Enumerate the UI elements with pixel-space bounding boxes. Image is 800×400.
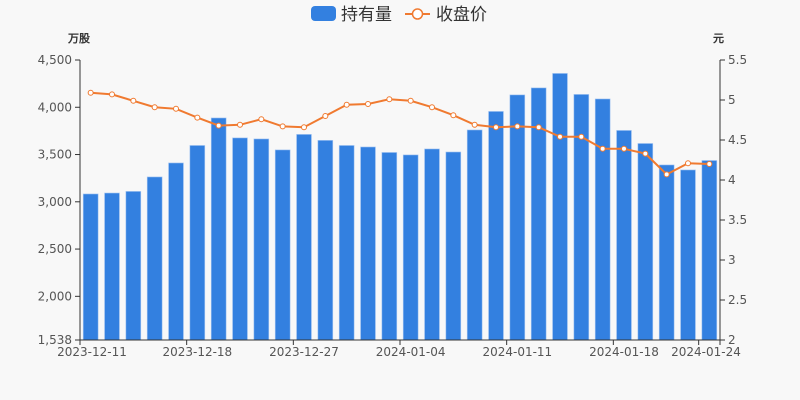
close-price-point-2023-12-29 [343,101,350,108]
left-axis-tick-label: 2,500 [38,242,72,256]
legend-label-holdings[interactable]: 持有量 [341,5,392,25]
bar-2024-01-03 [381,152,398,341]
bar-2023-12-21 [253,138,270,341]
left-axis-tick-label: 3,000 [38,195,72,209]
x-axis-tick-label: 2023-12-11 [57,345,127,359]
bar-2024-01-09 [466,129,483,341]
close-price-point-2023-12-12 [109,91,115,98]
right-axis-tick-label: 3 [728,253,736,267]
left-axis-tick-label: 2,000 [38,289,72,303]
close-price-point-2024-01-11 [514,123,521,130]
close-price-point-2024-01-18 [621,145,627,152]
bar-2024-01-04 [402,154,419,341]
close-price-point-2023-12-21 [258,116,265,123]
close-price-point-2024-01-02 [365,101,371,107]
bar-2024-01-10 [488,111,504,341]
bar-2024-01-19 [637,143,654,341]
right-axis-tick-label: 5.5 [728,53,747,67]
bar-2023-12-13 [125,191,142,341]
bar-2024-01-17 [594,98,611,341]
close-price-point-2024-01-19 [642,150,649,157]
bar-2024-01-11 [509,94,526,341]
close-price-point-2023-12-18 [194,114,201,121]
close-price-point-2023-12-22 [279,123,286,130]
bar-2024-01-15 [552,73,568,341]
close-price-point-2024-01-16 [578,133,585,140]
close-price-point-2024-01-12 [535,124,542,131]
legend-line-marker-icon [411,8,424,20]
legend[interactable]: 持有量 收盘价 [311,5,487,25]
left-axis-tick-label: 4,000 [38,100,72,114]
bar-2024-01-16 [573,94,590,341]
bar-2023-12-14 [146,176,163,341]
close-price-point-2023-12-28 [322,113,329,119]
bar-2023-12-19 [210,117,227,341]
close-price-point-2024-01-03 [386,96,393,103]
close-price-point-2023-12-15 [173,105,179,112]
close-price-point-2023-12-27 [301,124,307,131]
close-price-point-2024-01-24 [706,161,713,167]
bar-2023-12-20 [232,137,248,341]
close-price-point-2024-01-04 [407,97,414,104]
close-price-point-2024-01-08 [450,112,457,119]
left-axis-tick-label: 1,538 [38,333,72,347]
bar-2024-01-22 [658,164,675,341]
right-axis-tick-label: 2 [728,333,736,347]
close-price-point-2024-01-09 [471,121,478,128]
left-axis-unit: 万股 [67,32,91,45]
bar-2024-01-18 [616,130,632,341]
bar-2024-01-08 [445,151,462,341]
close-price-point-2024-01-17 [599,145,606,152]
bar-2023-12-29 [338,145,355,341]
right-axis-tick-label: 4 [728,173,736,187]
bar-2024-01-23 [680,169,696,341]
right-axis-tick-label: 5 [728,93,736,107]
right-axis-tick-label: 3.5 [728,213,747,227]
right-axis-unit: 元 [713,32,724,45]
x-axis-tick-label: 2024-01-18 [589,345,659,359]
legend-label-close-price[interactable]: 收盘价 [436,5,487,25]
bar-2023-12-28 [317,140,334,341]
left-axis-tick-label: 4,500 [38,53,72,67]
close-price-point-2024-01-15 [557,133,563,140]
close-price-point-2024-01-23 [685,160,691,167]
bar-2023-12-27 [296,134,312,341]
x-axis-tick-label: 2024-01-04 [376,345,446,359]
close-price-point-2023-12-19 [215,122,222,129]
bar-2024-01-02 [360,146,376,341]
close-price-line [90,91,710,176]
bar-2023-12-11 [82,193,99,341]
bar-2024-01-24 [701,160,718,341]
x-axis-tick-label: 2023-12-27 [269,345,339,359]
x-axis-tick-label: 2023-12-18 [162,345,232,359]
right-axis-tick-label: 4.5 [728,133,747,147]
bar-2023-12-12 [104,192,120,341]
close-price-point-2023-12-11 [87,89,94,96]
close-price-point-2024-01-22 [663,171,670,178]
close-price-point-2024-01-05 [429,104,435,111]
left-axis-tick-label: 3,500 [38,148,72,162]
close-price-point-2023-12-13 [130,97,137,104]
x-axis-tick-label: 2024-01-24 [671,345,741,359]
bar-2023-12-22 [274,149,291,341]
bar-2024-01-05 [424,148,440,341]
x-axis-tick-label: 2024-01-11 [482,345,552,359]
close-price-point-2024-01-10 [493,124,499,131]
bar-2023-12-15 [168,162,184,341]
close-price-point-2023-12-14 [151,104,158,111]
right-axis-tick-label: 2.5 [728,293,747,307]
bar-2023-12-18 [189,145,206,341]
close-price-point-2023-12-20 [237,121,243,128]
legend-bar-swatch[interactable] [311,6,336,21]
